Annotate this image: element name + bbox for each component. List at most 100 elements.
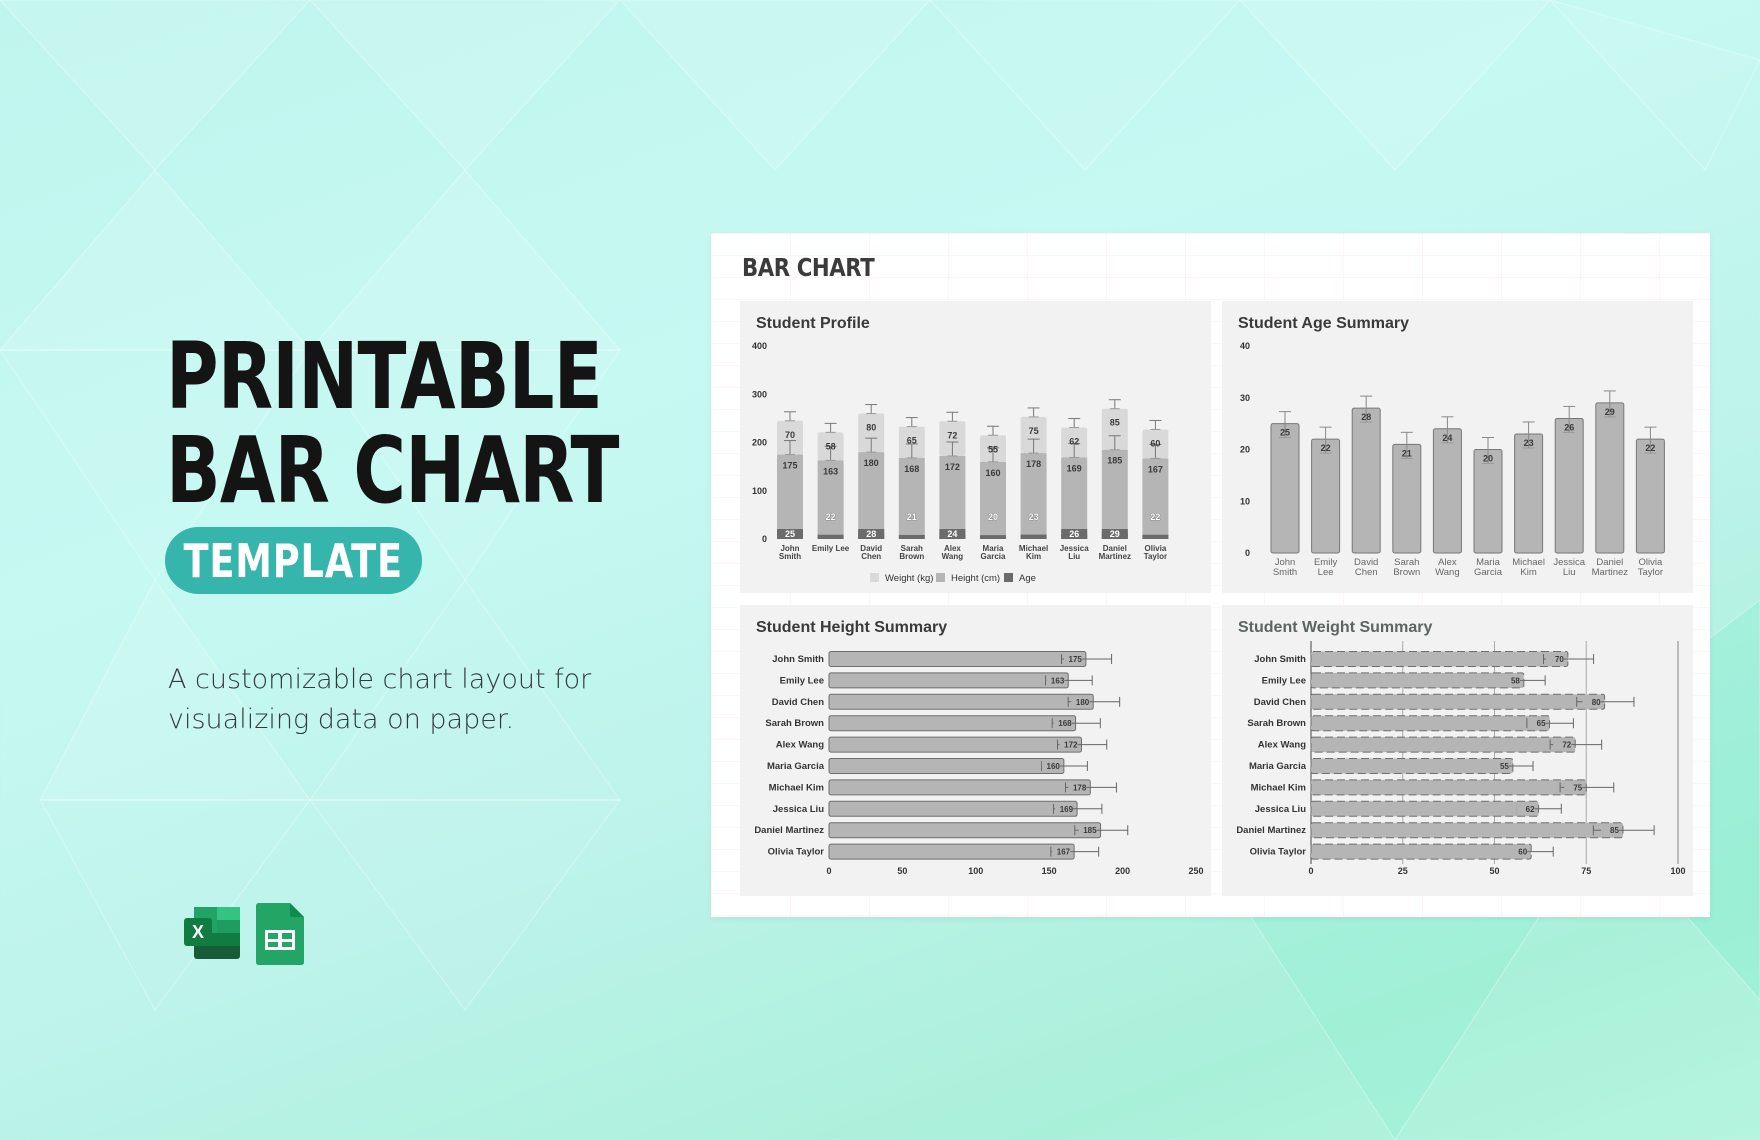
svg-text:65: 65 — [907, 436, 917, 446]
x-tick-label: 100 — [968, 866, 983, 876]
x-category-label: Chen — [861, 552, 881, 561]
bar: 22 — [1311, 426, 1341, 554]
svg-text:163: 163 — [823, 466, 838, 476]
google-sheets-icon — [256, 903, 304, 965]
bar-row: 168 — [828, 715, 1101, 732]
svg-text:160: 160 — [1047, 762, 1061, 771]
x-category-label: Smith — [779, 552, 801, 561]
bar: 20 — [1473, 437, 1503, 554]
svg-text:175: 175 — [782, 461, 797, 471]
y-category-label: Daniel Martinez — [754, 825, 824, 836]
svg-text:169: 169 — [1067, 463, 1082, 473]
stacked-bar: 70 175 25 — [777, 411, 803, 539]
y-tick-label: 10 — [1240, 496, 1250, 506]
bar-row: 180 — [828, 693, 1121, 710]
svg-text:22: 22 — [1645, 443, 1655, 453]
bar-row: 65 — [1310, 715, 1574, 732]
x-category-label: John — [1275, 557, 1296, 568]
stacked-bar: 80 180 28 — [858, 404, 885, 539]
svg-text:55: 55 — [1500, 762, 1509, 771]
hero-title: PRINTABLE BAR CHART — [166, 330, 619, 518]
stacked-bar: 72 172 24 — [939, 411, 966, 539]
chart-title: Student Profile — [756, 315, 870, 332]
y-tick-label: 0 — [762, 534, 767, 544]
legend-label: Weight (kg) — [885, 573, 933, 584]
x-tick-label: 200 — [1115, 866, 1130, 876]
y-tick-label: 0 — [1245, 548, 1250, 558]
x-category-label: David — [860, 544, 882, 553]
legend-swatch — [1004, 573, 1013, 582]
bar-row: 163 — [828, 672, 1093, 689]
y-category-label: Maria Garcia — [767, 761, 825, 772]
svg-text:160: 160 — [985, 468, 1000, 478]
y-tick-label: 20 — [1240, 445, 1250, 455]
svg-text:80: 80 — [866, 423, 876, 433]
svg-text:178: 178 — [1073, 783, 1087, 792]
bar-row: 175 — [828, 651, 1113, 667]
svg-text:62: 62 — [1526, 805, 1535, 814]
x-category-label: Daniel — [1596, 557, 1623, 568]
bar: 26 — [1554, 405, 1584, 554]
x-category-label: Garcia — [1474, 567, 1503, 578]
svg-text:26: 26 — [1069, 529, 1079, 539]
svg-text:25: 25 — [1280, 428, 1290, 438]
bar-row: 70 — [1310, 651, 1595, 667]
bar: 28 — [1351, 395, 1381, 554]
bar-row: 169 — [828, 800, 1103, 817]
stacked-bar: 62 169 26 — [1061, 418, 1088, 539]
svg-text:25: 25 — [785, 529, 795, 539]
svg-text:172: 172 — [1064, 741, 1078, 750]
bar-row: 75 — [1310, 779, 1615, 796]
x-category-label: Taylor — [1638, 567, 1663, 578]
svg-text:72: 72 — [1562, 741, 1571, 750]
x-category-label: Lee — [1318, 567, 1334, 578]
y-category-label: Daniel Martinez — [1236, 825, 1306, 836]
y-category-label: Emily Lee — [780, 675, 824, 686]
bar-row: 58 — [1310, 672, 1546, 689]
svg-text:22: 22 — [826, 512, 836, 522]
y-category-label: Alex Wang — [1258, 740, 1306, 751]
y-category-label: David Chen — [772, 697, 824, 708]
x-category-label: Olivia — [1145, 544, 1167, 553]
x-category-label: Brown — [899, 552, 924, 561]
stacked-bar: 85 185 29 — [1101, 399, 1128, 539]
x-category-label: Liu — [1563, 567, 1576, 578]
x-tick-label: 150 — [1042, 866, 1057, 876]
bar-row: 178 — [828, 779, 1117, 796]
x-category-label: Liu — [1068, 552, 1080, 561]
y-tick-label: 100 — [752, 486, 767, 496]
svg-text:26: 26 — [1564, 422, 1574, 432]
x-tick-label: 25 — [1398, 866, 1408, 876]
svg-text:169: 169 — [1060, 805, 1074, 814]
legend-label: Height (cm) — [951, 573, 1000, 584]
x-category-label: Jessica — [1553, 557, 1585, 568]
x-category-label: Martinez — [1099, 552, 1131, 561]
x-category-label: Michael — [1019, 544, 1048, 553]
x-category-label: Jessica — [1060, 544, 1089, 553]
svg-text:60: 60 — [1518, 848, 1527, 857]
panel-student-age-summary: Student Age Summary 0 10 20 30 40 25 John Smith… — [1222, 301, 1693, 593]
svg-text:80: 80 — [1592, 698, 1601, 707]
svg-text:180: 180 — [864, 458, 879, 468]
svg-text:75: 75 — [1573, 783, 1582, 792]
x-tick-label: 250 — [1188, 866, 1203, 876]
y-category-label: David Chen — [1254, 697, 1306, 708]
x-category-label: Maria — [1476, 557, 1500, 568]
x-category-label: Kim — [1026, 552, 1041, 561]
svg-text:163: 163 — [1051, 676, 1065, 685]
y-category-label: Alex Wang — [776, 740, 824, 751]
y-category-label: Olivia Taylor — [768, 847, 825, 858]
bar-row: 60 — [1310, 843, 1554, 860]
x-category-label: Emily — [1314, 557, 1337, 568]
x-category-label: David — [1354, 557, 1378, 568]
x-category-label: Taylor — [1144, 552, 1167, 561]
x-category-label: Garcia — [981, 552, 1006, 561]
svg-text:72: 72 — [947, 430, 957, 440]
stacked-bar: 65 168 21 — [898, 417, 925, 539]
x-tick-label: 50 — [1489, 866, 1499, 876]
bar-row: 172 — [828, 736, 1108, 753]
y-tick-label: 40 — [1240, 341, 1250, 351]
x-category-label: Alex — [1438, 557, 1457, 568]
x-category-label: Chen — [1355, 567, 1378, 578]
panel-student-height-summary: Student Height Summary 175 John Smith 163 E… — [740, 605, 1211, 896]
